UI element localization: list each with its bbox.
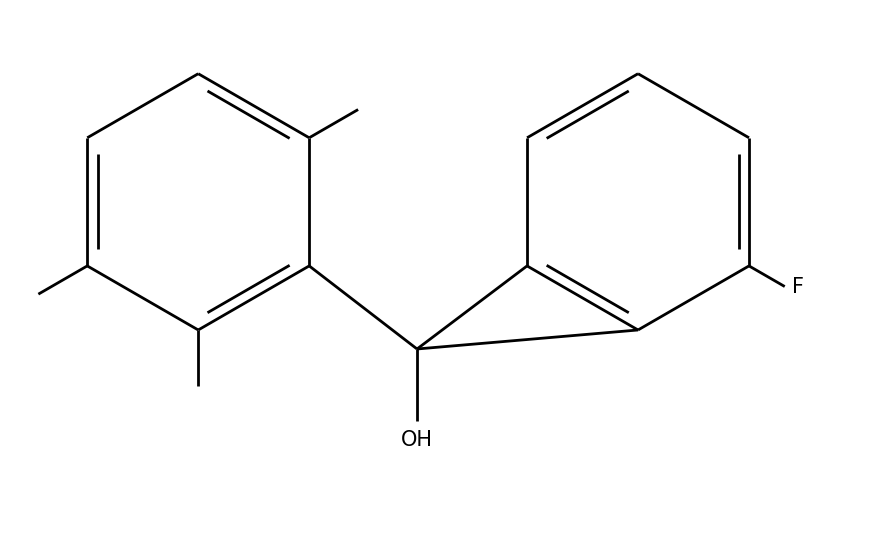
- Text: F: F: [792, 277, 805, 296]
- Text: OH: OH: [401, 430, 433, 450]
